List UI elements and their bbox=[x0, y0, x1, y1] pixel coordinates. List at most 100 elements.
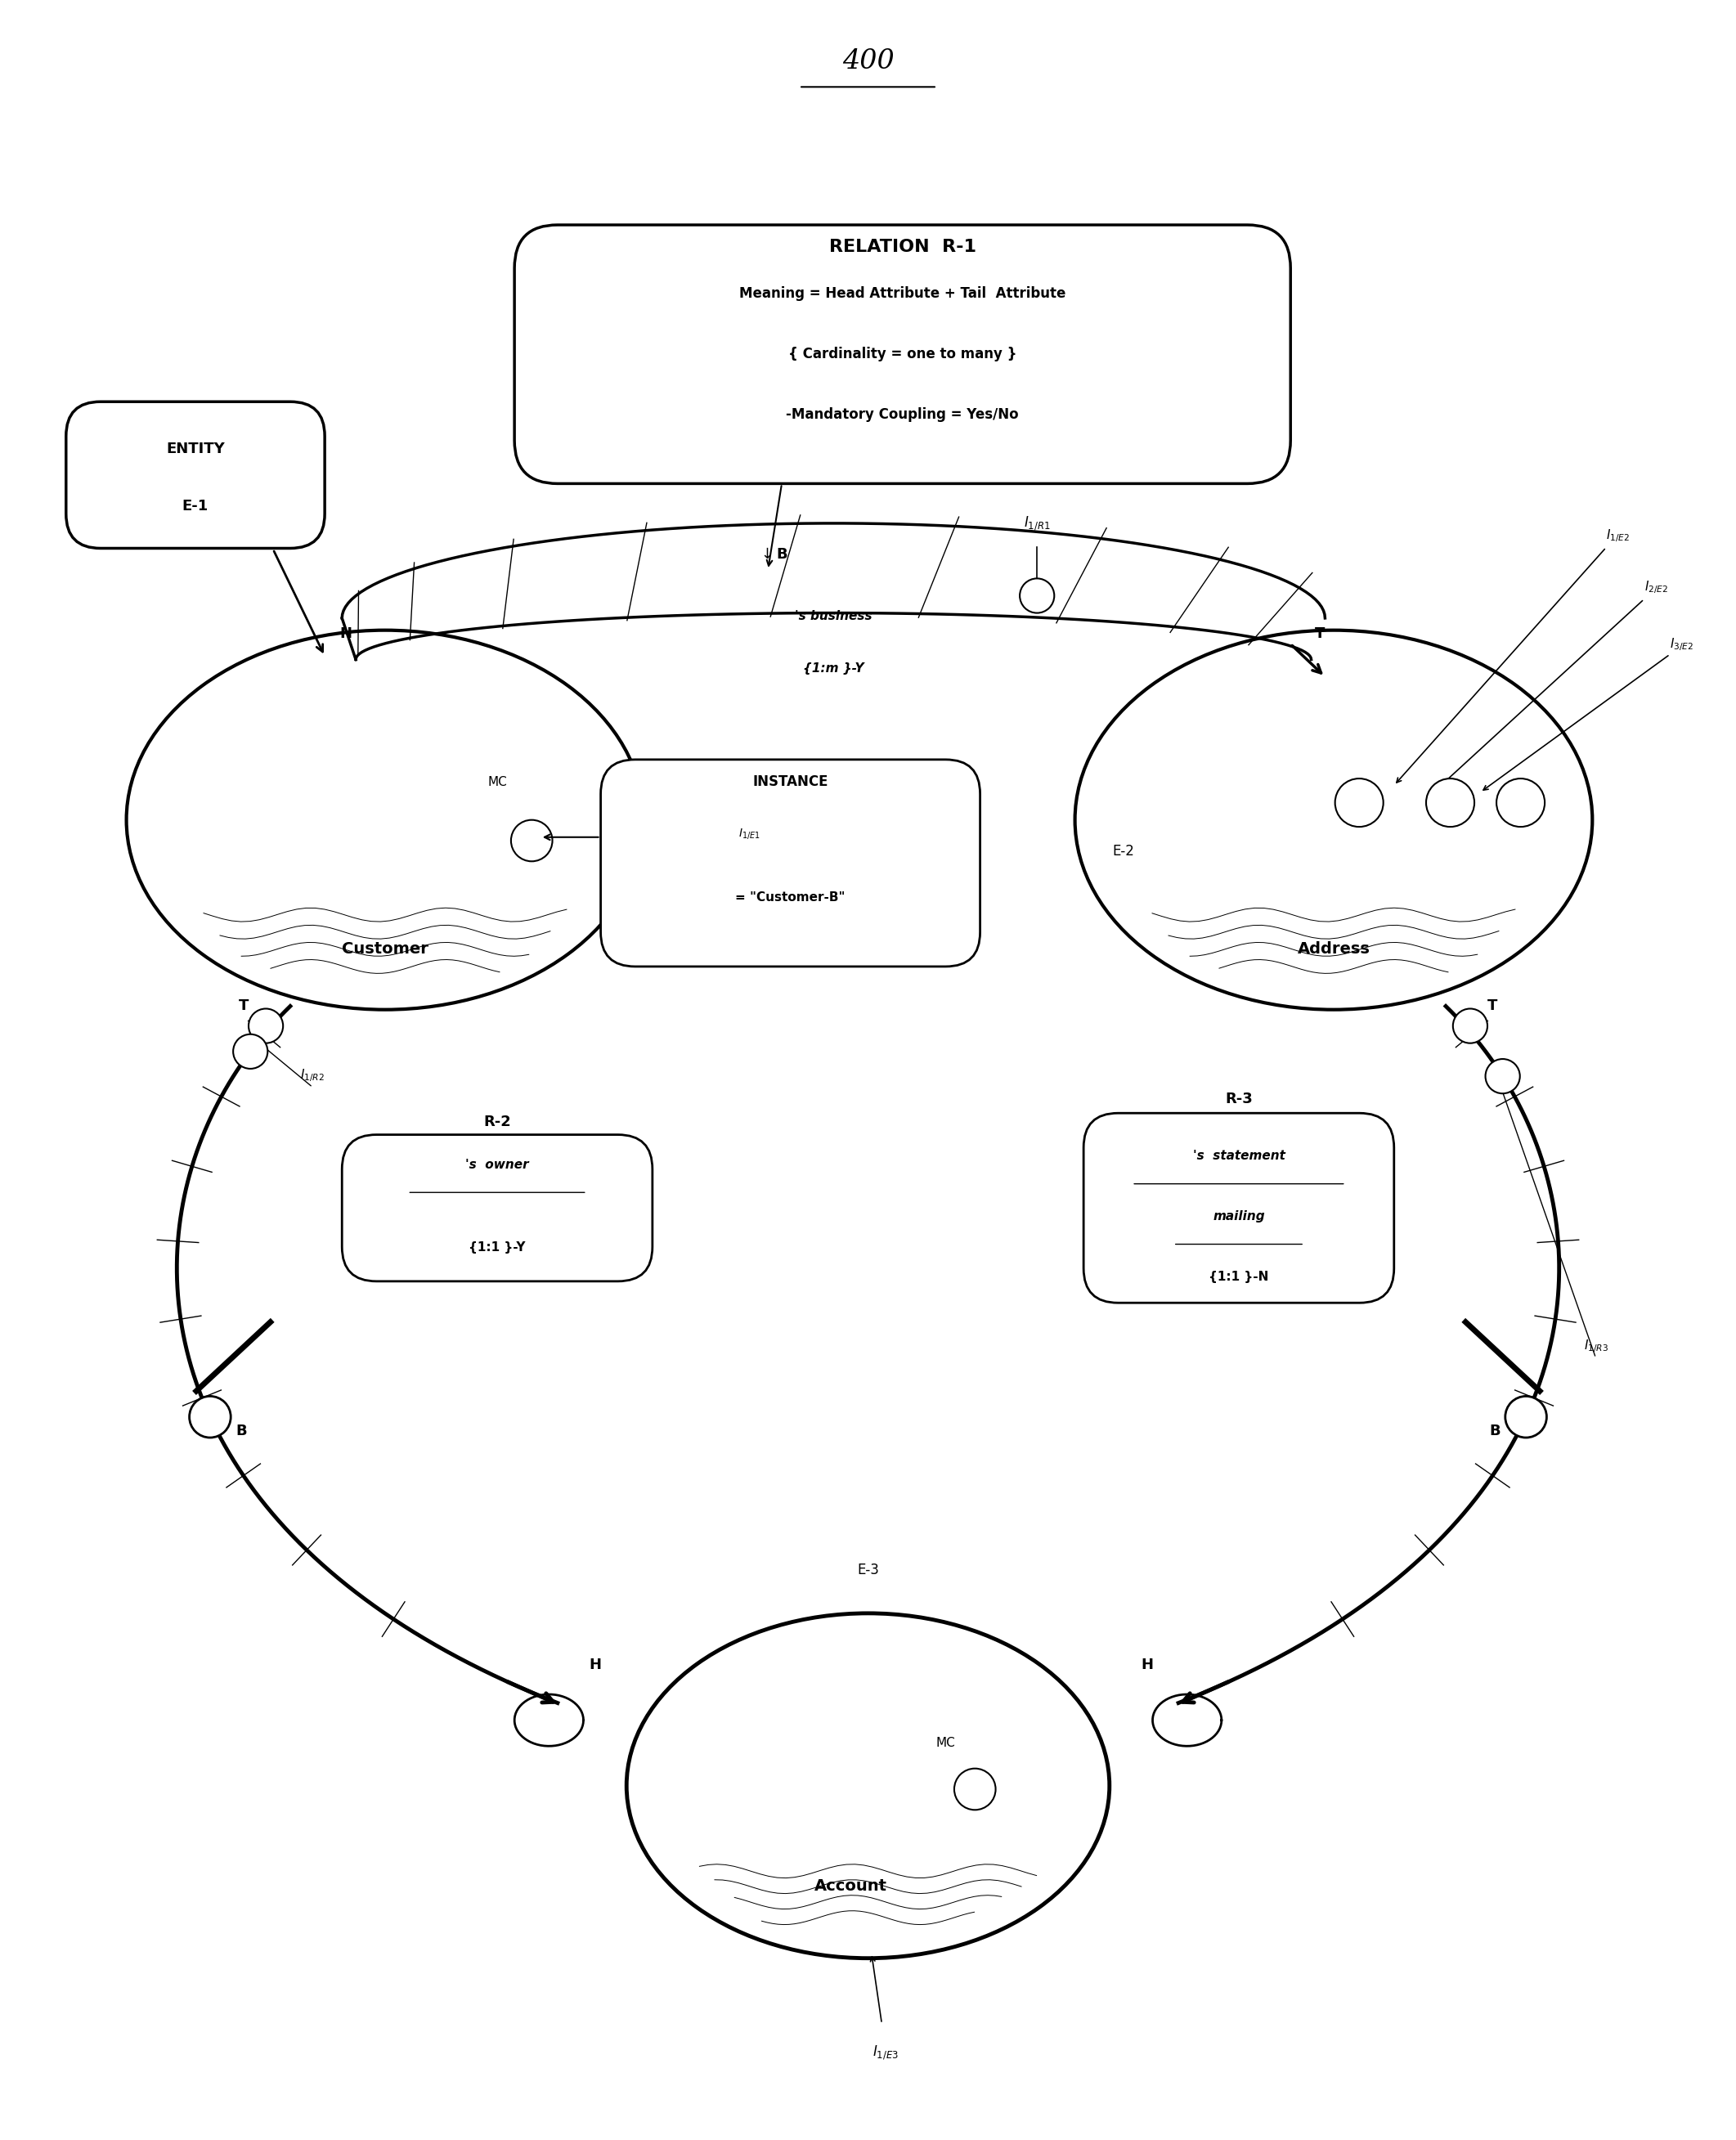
Point bbox=[870, 1693, 898, 1727]
Point bbox=[427, 790, 455, 824]
Point bbox=[260, 734, 288, 768]
Point bbox=[753, 1721, 781, 1755]
Point bbox=[1385, 713, 1413, 747]
Point bbox=[1217, 764, 1245, 798]
Point bbox=[392, 661, 420, 696]
Point bbox=[1397, 710, 1425, 745]
Point bbox=[248, 728, 276, 762]
Point bbox=[1248, 813, 1276, 847]
Point bbox=[378, 747, 406, 781]
Point bbox=[1356, 792, 1384, 826]
Point bbox=[279, 710, 307, 745]
Text: {1:1 }-Y: {1:1 }-Y bbox=[469, 1241, 526, 1254]
Text: $I_{1/R1}$: $I_{1/R1}$ bbox=[1024, 514, 1050, 533]
Point bbox=[1420, 755, 1448, 790]
Point bbox=[394, 708, 422, 743]
Point bbox=[1314, 796, 1342, 830]
Text: Customer: Customer bbox=[342, 942, 429, 957]
Point bbox=[889, 1746, 917, 1780]
Point bbox=[745, 1744, 773, 1778]
Point bbox=[205, 736, 233, 770]
Point bbox=[1375, 762, 1403, 796]
Point bbox=[767, 1727, 795, 1761]
Point bbox=[462, 721, 490, 755]
Point bbox=[352, 696, 380, 730]
Point bbox=[472, 755, 500, 790]
Point bbox=[819, 1736, 847, 1770]
Point bbox=[387, 783, 415, 817]
Point bbox=[951, 1744, 979, 1778]
Point bbox=[1189, 704, 1217, 738]
Point bbox=[420, 676, 448, 710]
Point bbox=[1170, 815, 1198, 850]
Point bbox=[311, 811, 339, 845]
Text: 400: 400 bbox=[842, 47, 894, 75]
Point bbox=[856, 1761, 884, 1795]
Point bbox=[384, 698, 411, 732]
Point bbox=[293, 783, 321, 817]
Point bbox=[962, 1731, 990, 1766]
Point bbox=[1198, 822, 1226, 856]
Point bbox=[1180, 813, 1208, 847]
Point bbox=[741, 1678, 769, 1712]
Point bbox=[1137, 760, 1165, 794]
Point bbox=[233, 813, 260, 847]
Point bbox=[191, 704, 219, 738]
Point bbox=[432, 768, 460, 802]
Point bbox=[1323, 685, 1351, 719]
Point bbox=[359, 813, 387, 847]
Point bbox=[1161, 723, 1189, 758]
Point bbox=[1293, 736, 1321, 770]
Point bbox=[1198, 824, 1226, 858]
Point bbox=[779, 1770, 807, 1804]
Point bbox=[222, 732, 250, 766]
Point bbox=[1363, 734, 1391, 768]
Point bbox=[1147, 730, 1175, 764]
Point bbox=[1286, 715, 1314, 749]
Point bbox=[1319, 721, 1347, 755]
Point bbox=[1410, 721, 1437, 755]
Point bbox=[809, 1695, 837, 1729]
Point bbox=[406, 788, 434, 822]
Point bbox=[363, 666, 391, 700]
Point bbox=[1356, 788, 1384, 822]
Point bbox=[1283, 794, 1311, 828]
Point bbox=[797, 1626, 825, 1661]
Point bbox=[1335, 691, 1363, 725]
FancyBboxPatch shape bbox=[1083, 1113, 1394, 1303]
Point bbox=[1227, 710, 1255, 745]
Point bbox=[1226, 710, 1253, 745]
Point bbox=[1184, 691, 1212, 725]
Point bbox=[703, 1654, 731, 1688]
Text: -Mandatory Coupling = Yes/No: -Mandatory Coupling = Yes/No bbox=[786, 407, 1019, 422]
Point bbox=[174, 768, 201, 802]
Point bbox=[1382, 698, 1410, 732]
Point bbox=[220, 693, 248, 728]
Point bbox=[385, 691, 413, 725]
Point bbox=[431, 824, 458, 858]
Point bbox=[1399, 783, 1427, 817]
Point bbox=[266, 817, 293, 852]
Point bbox=[826, 1669, 854, 1703]
Point bbox=[779, 1629, 807, 1663]
Text: $I_{1/R3}$: $I_{1/R3}$ bbox=[1583, 1338, 1608, 1355]
Text: H: H bbox=[590, 1658, 602, 1671]
Point bbox=[462, 768, 490, 802]
Point bbox=[354, 734, 382, 768]
Point bbox=[286, 713, 314, 747]
Circle shape bbox=[510, 820, 552, 860]
Point bbox=[1130, 708, 1158, 743]
Point bbox=[323, 734, 351, 768]
Point bbox=[917, 1678, 944, 1712]
Point bbox=[257, 811, 285, 845]
Point bbox=[354, 826, 382, 860]
Point bbox=[1212, 689, 1240, 723]
Point bbox=[969, 1744, 996, 1778]
Text: mailing: mailing bbox=[1213, 1211, 1266, 1222]
Point bbox=[1146, 736, 1174, 770]
Point bbox=[1260, 811, 1288, 845]
Point bbox=[908, 1772, 936, 1806]
Point bbox=[863, 1644, 891, 1678]
Point bbox=[1158, 800, 1186, 835]
Point bbox=[1328, 747, 1356, 781]
